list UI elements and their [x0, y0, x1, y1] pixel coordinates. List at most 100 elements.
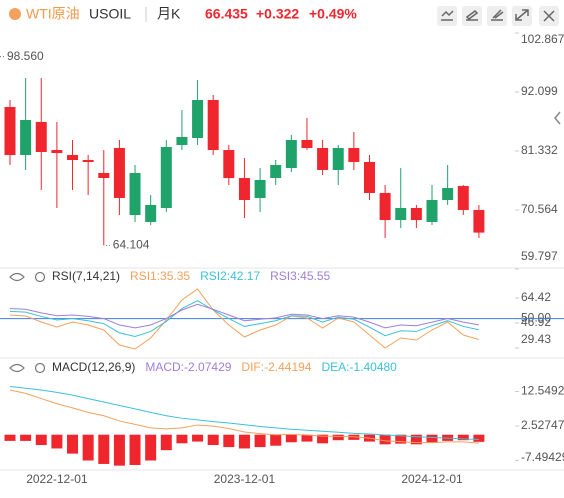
candle-body: [285, 139, 297, 168]
candle-body: [176, 136, 188, 145]
legend-entry: RSI3:45.55: [270, 269, 330, 283]
panel-icons: [9, 271, 46, 374]
close-icon: [543, 10, 555, 22]
change: +0.322: [256, 6, 299, 22]
candle-body: [395, 207, 407, 220]
eye-icon[interactable]: [9, 363, 25, 373]
macd-bar: [238, 434, 250, 449]
macd-bar: [160, 434, 172, 451]
candle-body: [270, 164, 282, 179]
candle-body: [348, 147, 360, 162]
candle-body: [363, 161, 375, 193]
indicator-line: [9, 386, 479, 441]
macd-bar: [113, 434, 125, 466]
candle-body: [238, 178, 250, 200]
settings-icon[interactable]: [34, 271, 46, 283]
x-tick-label: 2023-12-01: [214, 472, 276, 486]
macd-bar: [176, 434, 188, 444]
tool-button[interactable]: [437, 6, 457, 26]
y-tick-label: -7.49429: [521, 450, 564, 464]
macd-bar: [395, 434, 407, 444]
collapse-arrow[interactable]: [554, 111, 561, 125]
symbol-name[interactable]: WTI原油: [26, 6, 80, 22]
legend-entry: RSI2:42.17: [200, 269, 260, 283]
candle-body: [98, 172, 110, 179]
candle-body: [410, 207, 422, 220]
tool-icon: [441, 10, 454, 21]
tool-icon: [491, 9, 504, 21]
macd-bar: [20, 434, 32, 441]
macd-bar: [35, 434, 47, 446]
legend-entry: MACD:-2.07429: [145, 360, 231, 374]
candle-body: [160, 147, 172, 208]
candle-body: [192, 99, 204, 139]
macd-bar: [317, 434, 329, 444]
candle-body: [426, 199, 438, 222]
tool-icon: [515, 9, 529, 21]
y-tick-label: 2.52747: [521, 418, 564, 432]
price: 66.435: [205, 6, 248, 22]
y-tick-label: 29.43: [521, 332, 551, 346]
indicator-title: MACD(12,26,9): [52, 360, 135, 374]
indicator-line: [9, 303, 479, 329]
candle-body: [20, 119, 32, 156]
settings-icon[interactable]: [34, 362, 46, 374]
macd-bar: [254, 434, 266, 448]
candle-body: [207, 99, 219, 151]
macd-bar: [192, 434, 204, 442]
y-tick-label: 46.92: [521, 315, 551, 329]
macd-bar: [270, 434, 282, 446]
change-pct: +0.49%: [309, 6, 357, 22]
candle-body: [67, 155, 79, 160]
symbol-code: USOIL: [89, 6, 131, 22]
x-tick-label: 2024-12-01: [401, 472, 463, 486]
macd-bar: [145, 434, 157, 461]
macd-bar: [223, 434, 235, 448]
candle-body: [145, 204, 157, 222]
macd-bar: [379, 434, 391, 445]
eye-icon[interactable]: [9, 272, 25, 282]
y-tick-label: 70.564: [521, 202, 558, 216]
header: WTI原油 USOIL 月K 66.435 +0.322 +0.49%: [9, 6, 559, 26]
y-tick-label: 64.42: [521, 290, 551, 304]
annotation-label: 64.104: [113, 238, 150, 252]
macd-bar: [301, 434, 313, 442]
panel-dividers: [0, 267, 564, 471]
macd-bar: [426, 434, 438, 443]
macd-bar: [332, 434, 344, 441]
tool-icon: [465, 10, 479, 21]
indicator-line: [9, 288, 480, 350]
candle-body: [254, 179, 266, 198]
x-tick-label: 2022-12-01: [26, 472, 88, 486]
macd-bar: [457, 434, 469, 441]
macd-bar: [82, 434, 94, 461]
legend-entry: RSI1:35.35: [130, 269, 190, 283]
symbol-icon: [9, 8, 21, 20]
period[interactable]: 月K: [157, 6, 181, 22]
candle-body: [301, 139, 313, 148]
macd-bar: [129, 434, 141, 465]
macd-bar: [98, 434, 110, 464]
candle-body: [4, 107, 16, 156]
macd-bar: [207, 434, 219, 446]
indicator-title: RSI(7,14,21): [52, 269, 120, 283]
annotation-label: 98.560: [7, 49, 44, 63]
candle-body: [129, 172, 141, 216]
macd-bar: [51, 434, 63, 449]
y-tick-label: 102.867: [521, 32, 564, 46]
candle-body: [442, 187, 454, 200]
candle-body: [35, 121, 47, 152]
y-tick-label: 12.54924: [521, 384, 564, 398]
y-tick-label: 50.00: [521, 311, 551, 325]
indicator-line: [9, 300, 480, 337]
y-tick-label: 59.797: [521, 249, 558, 263]
legend-entry: DEA:-1.40480: [321, 360, 397, 374]
tool-button[interactable]: [512, 6, 532, 26]
macd-bar: [67, 434, 79, 454]
macd-bar: [4, 434, 16, 441]
candle-body: [473, 209, 485, 233]
candle-body: [113, 147, 125, 198]
macd-bar: [473, 434, 485, 442]
